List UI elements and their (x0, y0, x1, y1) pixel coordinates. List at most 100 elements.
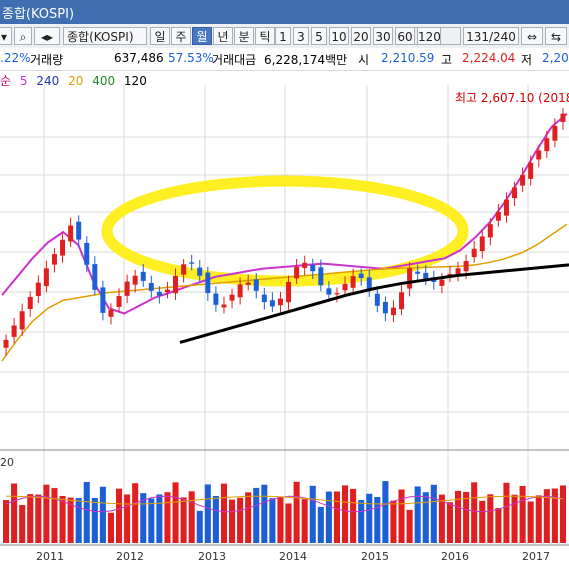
volume-bar (325, 491, 332, 543)
volume-bar (51, 488, 58, 543)
volume-bar (463, 491, 470, 543)
candle-body (116, 296, 122, 307)
candle-body (51, 254, 57, 265)
candle-body (148, 282, 154, 291)
volume-bar (511, 494, 518, 543)
candle-body (479, 236, 485, 252)
toolbar: ▾ ⌕ ◂▸ 종합(KOSPI) ▾ 131/240 ⇔ ⇆ 일주월년분틱135… (0, 24, 569, 49)
candle-body (269, 300, 275, 307)
interval-button[interactable]: 10 (329, 27, 349, 45)
zoom-in-icon[interactable]: ⇔ (521, 27, 543, 45)
candle-body (229, 294, 235, 301)
interval-button[interactable]: 30 (373, 27, 393, 45)
volume-bar (140, 493, 147, 543)
period-button[interactable]: 년 (213, 27, 233, 45)
volume-bar (75, 498, 82, 543)
period-button[interactable]: 주 (171, 27, 191, 45)
candle-body (407, 268, 413, 289)
candle-body (528, 162, 534, 179)
period-button[interactable]: 일 (150, 27, 170, 45)
zoom-out-icon[interactable]: ⇆ (545, 27, 567, 45)
volume-bar (43, 484, 50, 543)
interval-button[interactable]: 3 (293, 27, 309, 45)
candle-body (92, 264, 98, 290)
high-annotation: 최고 2,607.10 (2018/ (455, 91, 569, 105)
prev-symbol-button[interactable]: ◂▸ (34, 27, 60, 45)
candle-body (60, 239, 66, 256)
volume-bar (277, 496, 284, 543)
interval-button[interactable]: 20 (351, 27, 371, 45)
candle-body (253, 279, 259, 291)
volume-bar (237, 497, 244, 543)
volume-bar (301, 499, 308, 543)
candle-body (43, 268, 49, 287)
volume-bar (156, 494, 163, 543)
turnover-label: 거래대금 (212, 53, 257, 67)
candle-body (399, 292, 405, 310)
volume-ma-line (5, 495, 564, 505)
symbol-input[interactable]: 종합(KOSPI) (63, 27, 147, 45)
candle-body (76, 221, 82, 240)
x-tick-label: 2012 (116, 550, 144, 563)
candle-body (512, 187, 518, 199)
interval-button[interactable]: 60 (395, 27, 415, 45)
candle-body (132, 275, 138, 285)
candle-body (35, 282, 41, 297)
period-button[interactable]: 틱 (255, 27, 275, 45)
candle-body (455, 268, 461, 274)
candle-body (11, 325, 17, 337)
volume-bar (261, 484, 268, 543)
interval-button[interactable]: 120 (417, 27, 441, 45)
info-bar: .22% 거래량 637,486 57.53% 거래대금 6,228,174백만… (0, 48, 569, 71)
x-tick-label: 2017 (522, 550, 550, 563)
period-button[interactable]: 월 (192, 27, 212, 45)
window-title: 종합(KOSPI) (2, 7, 75, 22)
interval-button[interactable]: 5 (311, 27, 327, 45)
volume-bar (180, 497, 187, 543)
volume-bar (333, 491, 340, 543)
candle-body (350, 276, 356, 288)
period-button[interactable]: 분 (234, 27, 254, 45)
dropdown-button[interactable]: ▾ (0, 27, 12, 45)
search-icon[interactable]: ⌕ (14, 27, 32, 45)
volume-bar (551, 488, 558, 543)
low-label: 저 (521, 53, 533, 67)
volume-bar (164, 492, 171, 543)
candle-body (84, 242, 90, 265)
candle-body (237, 284, 243, 298)
turnover-value: 6,228,174백만 (264, 53, 348, 67)
candle-body (544, 138, 550, 152)
x-tick-label: 2014 (279, 550, 307, 563)
candle-body (552, 125, 558, 141)
candle-body (471, 248, 477, 258)
candle-body (463, 261, 469, 272)
candle-body (310, 264, 316, 272)
volume-bar (374, 497, 381, 543)
candle-body (286, 281, 292, 303)
candle-body (181, 264, 187, 275)
volume-bar (398, 489, 405, 543)
volume-bar (35, 494, 42, 543)
volume-bar (390, 500, 397, 543)
volume-bar (27, 494, 34, 543)
candle-body (536, 150, 542, 160)
volume-bar (196, 510, 203, 543)
volume-pct: 57.53% (168, 51, 214, 65)
candle-body (205, 272, 211, 294)
volume-bar (148, 498, 155, 543)
candle-body (503, 199, 509, 216)
grid (0, 85, 569, 546)
ma20-line (1, 223, 568, 362)
interval-button[interactable]: 1 (275, 27, 291, 45)
volume-label: 거래량 (30, 53, 64, 67)
count-display[interactable]: 131/240 (463, 27, 519, 45)
x-tick-label: 2015 (361, 550, 389, 563)
volume-bar (269, 498, 276, 543)
candle-body (342, 283, 348, 291)
open-label: 시 (358, 53, 370, 67)
x-axis: 2011 2012 2013 2014 2015 2016 2017 (36, 550, 550, 563)
volume-bar (446, 502, 453, 543)
highlight-layer (101, 175, 469, 287)
candle-body (520, 175, 526, 186)
volume-bar (430, 484, 437, 543)
